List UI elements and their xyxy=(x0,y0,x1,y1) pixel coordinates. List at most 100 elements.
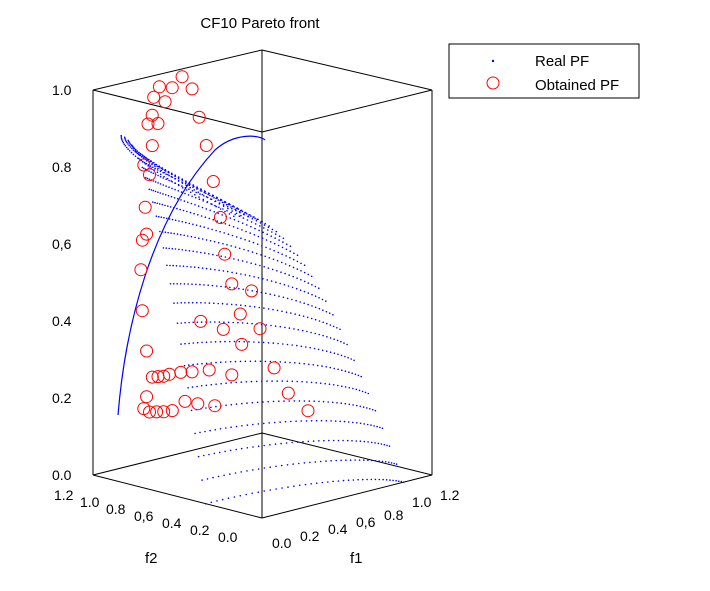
real-pf-point xyxy=(233,215,235,218)
real-pf-point xyxy=(374,442,376,444)
real-pf-point xyxy=(156,165,158,168)
real-pf-point xyxy=(200,385,203,387)
real-pf-point xyxy=(154,201,156,204)
real-pf-point xyxy=(124,145,127,147)
real-pf-point xyxy=(279,421,281,423)
obtained-pf-point xyxy=(235,337,249,351)
real-pf-point xyxy=(280,442,282,445)
real-pf-point xyxy=(213,211,215,213)
real-pf-point xyxy=(373,425,375,427)
real-pf-point xyxy=(278,400,280,403)
real-pf-point xyxy=(296,344,298,347)
obtained-pf-point xyxy=(143,168,156,182)
obtained-pf-point xyxy=(157,369,171,383)
real-pf-point xyxy=(211,195,213,198)
real-pf-point xyxy=(152,166,154,169)
real-pf-point xyxy=(265,239,268,241)
real-pf-point xyxy=(196,341,199,344)
obtained-pf-point xyxy=(281,386,295,400)
real-pf-point xyxy=(361,390,364,393)
real-pf-point xyxy=(244,304,247,307)
real-pf-point xyxy=(206,196,209,199)
real-pf-point xyxy=(325,300,327,302)
real-pf-point xyxy=(302,440,304,443)
box-edge xyxy=(92,474,263,519)
real-pf-point xyxy=(142,157,145,159)
real-pf-point xyxy=(231,205,234,208)
real-pf-point xyxy=(291,344,294,346)
real-pf-point xyxy=(378,478,381,481)
z-tick-label: 0.2 xyxy=(52,390,72,406)
real-pf-point xyxy=(150,160,153,162)
real-pf-point xyxy=(277,251,280,254)
real-pf-point xyxy=(250,262,252,265)
real-pf-point xyxy=(296,254,299,256)
real-pf-point xyxy=(333,352,336,355)
real-pf-point xyxy=(183,234,185,237)
real-pf-point xyxy=(250,215,252,217)
real-pf-point xyxy=(262,231,265,234)
real-pf-point xyxy=(233,218,236,221)
real-pf-point xyxy=(264,255,267,258)
real-pf-point xyxy=(222,204,225,206)
real-pf-point xyxy=(241,322,244,324)
real-pf-point xyxy=(381,460,384,463)
real-pf-point xyxy=(359,422,362,425)
real-pf-point xyxy=(380,443,383,445)
obtained-pf-point xyxy=(206,175,220,188)
real-pf-point xyxy=(313,400,316,403)
real-pf-point xyxy=(279,282,282,285)
real-pf-point xyxy=(229,449,232,452)
real-pf-point xyxy=(289,361,291,364)
real-pf-point xyxy=(393,462,396,465)
real-pf-point xyxy=(237,321,239,324)
real-pf-point xyxy=(193,212,195,215)
real-pf-point xyxy=(344,402,347,405)
real-pf-point xyxy=(306,316,309,319)
real-pf-point xyxy=(159,173,162,176)
real-pf-point xyxy=(229,360,232,363)
real-pf-point xyxy=(128,140,130,143)
real-pf-point xyxy=(214,200,217,202)
real-pf-point xyxy=(280,271,282,274)
real-pf-point xyxy=(296,268,299,270)
real-pf-point xyxy=(148,188,151,191)
real-pf-point xyxy=(227,207,229,210)
real-pf-point xyxy=(200,190,203,192)
real-pf-point xyxy=(273,249,275,252)
real-pf-point xyxy=(145,162,148,165)
real-pf-point xyxy=(234,472,237,474)
real-pf-point xyxy=(247,250,249,252)
real-pf-point xyxy=(213,240,216,243)
real-pf-point xyxy=(267,308,270,310)
real-pf-point xyxy=(264,360,267,363)
real-pf-point xyxy=(357,478,359,481)
real-pf-point xyxy=(235,209,237,212)
real-pf-point xyxy=(311,293,313,296)
real-pf-point xyxy=(244,360,247,363)
real-pf-point xyxy=(245,212,248,215)
real-pf-point xyxy=(269,489,272,491)
obtained-pf-point xyxy=(165,404,179,418)
real-pf-point xyxy=(281,487,283,489)
real-pf-point xyxy=(314,306,317,309)
real-pf-point xyxy=(184,342,186,345)
real-pf-point xyxy=(203,190,206,192)
real-pf-point xyxy=(176,283,178,285)
real-pf-point xyxy=(215,405,217,408)
real-pf-point xyxy=(192,363,194,366)
real-pf-point xyxy=(367,441,369,443)
real-pf-point xyxy=(311,305,313,307)
real-pf-point xyxy=(307,273,310,276)
real-pf-point xyxy=(303,362,306,365)
real-pf-point xyxy=(300,279,302,281)
real-pf-point xyxy=(191,283,193,286)
real-pf-point xyxy=(286,464,289,466)
real-pf-point xyxy=(308,363,310,366)
real-pf-point xyxy=(371,408,374,411)
real-pf-point xyxy=(329,366,332,369)
real-pf-point xyxy=(174,188,176,191)
real-pf-point xyxy=(267,400,270,403)
real-pf-point xyxy=(200,251,202,254)
real-pf-point xyxy=(165,178,167,180)
